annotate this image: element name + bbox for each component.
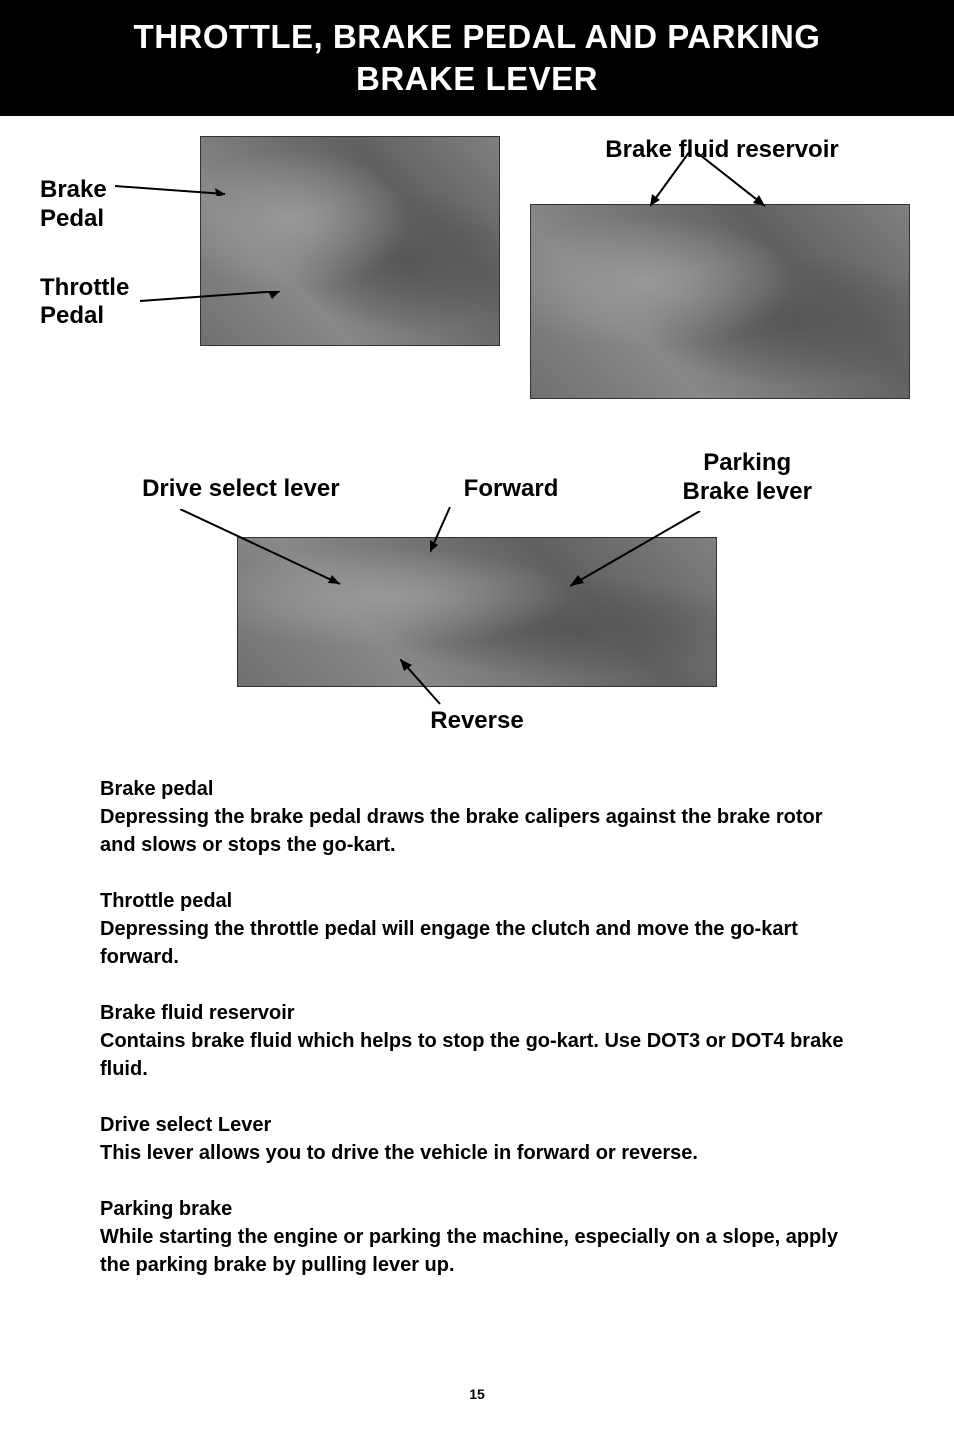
pedals-photo	[200, 136, 500, 346]
parking-brake-body: While starting the engine or parking the…	[100, 1223, 854, 1279]
parking-brake-lever-label: Parking Brake lever	[682, 449, 811, 507]
middle-label-row: Drive select lever Forward Parking Brake…	[40, 449, 914, 507]
brake-fluid-reservoir-label: Brake fluid reservoir	[530, 136, 914, 164]
levers-photo	[237, 537, 717, 687]
brake-pedal-text-1: Brake	[40, 176, 170, 205]
throttle-pedal-body: Depressing the throttle pedal will engag…	[100, 915, 854, 971]
text-content-section: Brake pedal Depressing the brake pedal d…	[0, 735, 954, 1279]
photo-texture	[238, 538, 716, 686]
parking-label-line1: Parking	[682, 449, 811, 478]
throttle-pedal-label: Throttle Pedal	[40, 274, 170, 332]
brake-fluid-body: Contains brake fluid which helps to stop…	[100, 1027, 854, 1083]
drive-select-body: This lever allows you to drive the vehic…	[100, 1139, 854, 1167]
brake-pedal-heading: Brake pedal	[100, 775, 854, 803]
drive-select-heading: Drive select Lever	[100, 1111, 854, 1139]
brake-fluid-heading: Brake fluid reservoir	[100, 999, 854, 1027]
throttle-pedal-section: Throttle pedal Depressing the throttle p…	[100, 887, 854, 971]
drive-select-section: Drive select Lever This lever allows you…	[100, 1111, 854, 1167]
diagram-top-section: Brake Pedal Throttle Pedal Brake fluid r…	[0, 116, 954, 399]
photo-texture	[531, 205, 909, 398]
brake-pedal-text-2: Pedal	[40, 205, 170, 234]
left-label-column: Brake Pedal Throttle Pedal	[40, 136, 170, 331]
parking-label-line2: Brake lever	[682, 478, 811, 507]
brake-pedal-section: Brake pedal Depressing the brake pedal d…	[100, 775, 854, 859]
page-header: THROTTLE, BRAKE PEDAL AND PARKING BRAKE …	[0, 0, 954, 116]
reverse-label: Reverse	[40, 707, 914, 735]
photo-texture	[201, 137, 499, 345]
reservoir-photo	[530, 204, 910, 399]
throttle-pedal-heading: Throttle pedal	[100, 887, 854, 915]
brake-fluid-section: Brake fluid reservoir Contains brake flu…	[100, 999, 854, 1083]
forward-label: Forward	[464, 475, 559, 507]
header-title-line1: THROTTLE, BRAKE PEDAL AND PARKING	[20, 18, 934, 56]
brake-pedal-body: Depressing the brake pedal draws the bra…	[100, 803, 854, 859]
parking-brake-heading: Parking brake	[100, 1195, 854, 1223]
right-diagram-column: Brake fluid reservoir	[530, 136, 914, 399]
throttle-pedal-text-2: Pedal	[40, 302, 170, 331]
header-title-line2: BRAKE LEVER	[20, 60, 934, 98]
top-diagram-row: Brake Pedal Throttle Pedal Brake fluid r…	[40, 136, 914, 399]
throttle-pedal-text-1: Throttle	[40, 274, 170, 303]
diagram-middle-section: Drive select lever Forward Parking Brake…	[0, 449, 954, 735]
parking-brake-section: Parking brake While starting the engine …	[100, 1195, 854, 1279]
drive-select-lever-label: Drive select lever	[142, 475, 339, 507]
page-number: 15	[469, 1386, 485, 1402]
brake-pedal-label: Brake Pedal	[40, 176, 170, 234]
